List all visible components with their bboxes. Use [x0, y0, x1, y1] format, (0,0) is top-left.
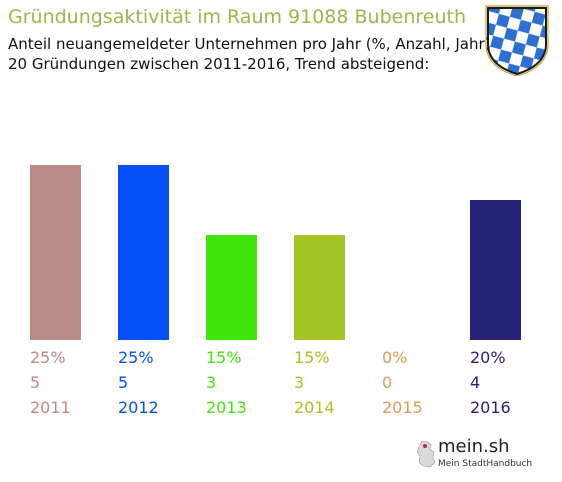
- count-label-2016: 4: [470, 373, 481, 392]
- year-label-2013: 2013: [206, 398, 247, 417]
- percent-label-2014: 15%: [294, 348, 330, 367]
- bar-2012: [118, 165, 169, 340]
- bar-2011: [30, 165, 81, 340]
- count-label-2014: 3: [294, 373, 305, 392]
- percent-label-2013: 15%: [206, 348, 242, 367]
- count-label-2011: 5: [30, 373, 41, 392]
- percent-label-2011: 25%: [30, 348, 66, 367]
- year-label-2016: 2016: [470, 398, 511, 417]
- percent-label-2015: 0%: [382, 348, 408, 367]
- year-label-2011: 2011: [30, 398, 71, 417]
- year-label-2012: 2012: [118, 398, 159, 417]
- germany-map-icon: [416, 440, 436, 468]
- bavaria-coat-of-arms-icon: [485, 5, 549, 76]
- count-label-2012: 5: [118, 373, 129, 392]
- subtitle-line-1: Anteil neuangemeldeter Unternehmen pro J…: [8, 35, 491, 53]
- bar-2014: [294, 235, 345, 340]
- percent-label-2012: 25%: [118, 348, 154, 367]
- bar-2013: [206, 235, 257, 340]
- chart-subtitle: Anteil neuangemeldeter Unternehmen pro J…: [8, 34, 491, 74]
- count-label-2013: 3: [206, 373, 217, 392]
- subtitle-line-2: 20 Gründungen zwischen 2011-2016, Trend …: [8, 55, 430, 73]
- year-label-2015: 2015: [382, 398, 423, 417]
- year-label-2014: 2014: [294, 398, 335, 417]
- percent-label-2016: 20%: [470, 348, 506, 367]
- logo-name: mein.sh: [438, 436, 510, 457]
- count-label-2015: 0: [382, 373, 393, 392]
- bar-2016: [470, 200, 521, 340]
- brand-logo: mein.sh Mein StadtHandbuch: [414, 436, 532, 476]
- chart-title: Gründungsaktivität im Raum 91088 Bubenre…: [8, 6, 467, 28]
- logo-tagline: Mein StadtHandbuch: [438, 459, 533, 469]
